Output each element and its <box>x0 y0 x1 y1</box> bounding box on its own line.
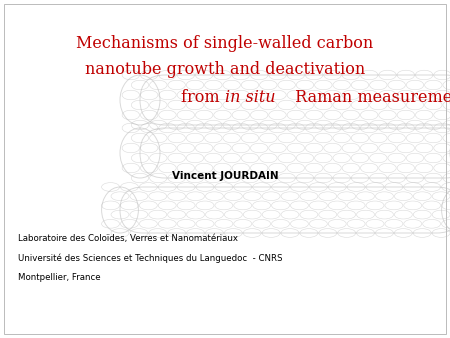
Text: Montpellier, France: Montpellier, France <box>18 273 101 283</box>
Text: nanotube growth and deactivation: nanotube growth and deactivation <box>85 62 365 78</box>
Text: in situ: in situ <box>225 89 275 105</box>
Text: Université des Sciences et Techniques du Languedoc  - CNRS: Université des Sciences et Techniques du… <box>18 253 283 263</box>
Text: Vincent JOURDAIN: Vincent JOURDAIN <box>172 171 278 181</box>
Text: Laboratoire des Coloïdes, Verres et Nanomatériaux: Laboratoire des Coloïdes, Verres et Nano… <box>18 234 238 242</box>
Text: Raman measurements: Raman measurements <box>290 89 450 105</box>
Text: from: from <box>181 89 225 105</box>
Text: Mechanisms of single-walled carbon: Mechanisms of single-walled carbon <box>76 34 373 51</box>
